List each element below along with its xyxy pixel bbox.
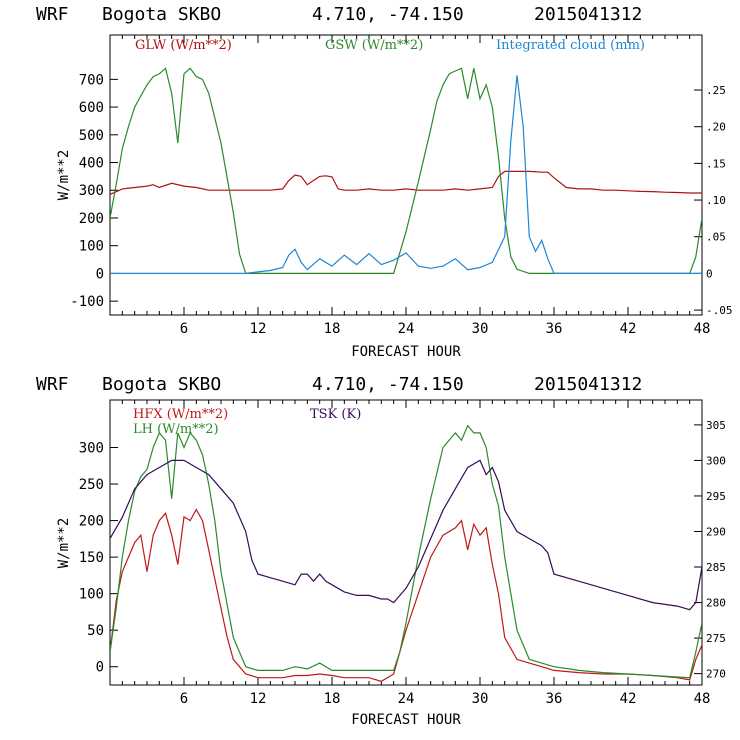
- x-tick-label: 48: [694, 321, 711, 337]
- y2-tick-label: .25: [706, 84, 726, 97]
- legend-entry: Integrated cloud (mm): [496, 38, 645, 53]
- bottom-run-label: 2015041312: [534, 374, 642, 395]
- y2-tick-label: .10: [706, 194, 726, 207]
- y-tick-label: 100: [79, 587, 104, 603]
- y2-tick-label: .15: [706, 157, 726, 170]
- y-tick-label: 200: [79, 514, 104, 530]
- x-tick-label: 24: [398, 691, 415, 707]
- series-line-2: [110, 459, 702, 611]
- y2-tick-label: 290: [706, 525, 726, 538]
- top-station-label: Bogota SKBO: [102, 4, 221, 25]
- x-tick-label: 48: [694, 691, 711, 707]
- y-tick-label: 200: [79, 211, 104, 227]
- y-tick-label: 100: [79, 239, 104, 255]
- y2-tick-label: 295: [706, 490, 726, 503]
- y2-tick-label: -.05: [706, 304, 733, 317]
- x-tick-label: 12: [250, 691, 267, 707]
- plot-frame: [109, 399, 703, 686]
- bottom-chart-panel: 6 12 18 24 30 36 42 48 0 50 100 150 200 250 300 270 275 2…: [56, 399, 726, 728]
- x-tick-label: 18: [324, 691, 341, 707]
- x-tick-label: 24: [398, 321, 415, 337]
- legend-entry: LH (W/m**2): [133, 422, 219, 437]
- series-line-0: [110, 508, 702, 682]
- y2-tick-label: 305: [706, 419, 726, 432]
- y2-tick-label: 300: [706, 454, 726, 467]
- y-tick-label: 500: [79, 128, 104, 144]
- legend-entry: HFX (W/m**2): [133, 407, 228, 422]
- y-tick-label: 250: [79, 477, 104, 493]
- legend-entry: GLW (W/m**2): [135, 38, 232, 53]
- y-tick-label: 400: [79, 156, 104, 172]
- y-tick-label: 150: [79, 550, 104, 566]
- y2-tick-label: 285: [706, 561, 726, 574]
- y2-tick-label: 270: [706, 668, 726, 681]
- series-line-1: [110, 67, 702, 274]
- y-tick-label: 300: [79, 441, 104, 457]
- legend-entry: GSW (W/m**2): [325, 38, 423, 53]
- x-tick-label: 42: [620, 321, 637, 337]
- y-tick-label: -100: [70, 294, 104, 310]
- x-tick-label: 6: [180, 321, 188, 337]
- top-chart-panel: 6 12 18 24 30 36 42 48 -100 0 100 200 300 400 500 600 70…: [56, 34, 733, 360]
- y-tick-label: 700: [79, 72, 104, 88]
- top-model-label: WRF: [36, 4, 69, 25]
- y2-tick-label: .20: [706, 121, 726, 134]
- x-axis-title: FORECAST HOUR: [351, 344, 461, 360]
- bottom-panel-header: WRF Bogota SKBO 4.710, -74.150 201504131…: [36, 374, 642, 395]
- x-tick-label: 30: [472, 691, 489, 707]
- top-coords-label: 4.710, -74.150: [312, 4, 464, 25]
- x-tick-label: 36: [546, 691, 563, 707]
- y-tick-label: 0: [96, 660, 104, 676]
- series-line-0: [110, 170, 702, 195]
- y-axis-title: W/m**2: [56, 150, 72, 201]
- x-tick-label: 12: [250, 321, 267, 337]
- x-tick-label: 6: [180, 691, 188, 707]
- top-panel-header: WRF Bogota SKBO 4.710, -74.150 201504131…: [36, 4, 642, 25]
- y2-tick-label: 0: [706, 267, 713, 280]
- x-tick-label: 36: [546, 321, 563, 337]
- y2-tick-label: 275: [706, 632, 726, 645]
- y-tick-label: 600: [79, 100, 104, 116]
- y-tick-label: 0: [96, 266, 104, 282]
- y-tick-label: 300: [79, 183, 104, 199]
- legend-entry: TSK (K): [310, 407, 361, 422]
- y2-tick-label: .05: [706, 231, 726, 244]
- y-axis-title: W/m**2: [56, 518, 72, 569]
- bottom-model-label: WRF: [36, 374, 69, 395]
- bottom-coords-label: 4.710, -74.150: [312, 374, 464, 395]
- y-tick-label: 50: [87, 623, 104, 639]
- bottom-station-label: Bogota SKBO: [102, 374, 221, 395]
- top-run-label: 2015041312: [534, 4, 642, 25]
- x-tick-label: 30: [472, 321, 489, 337]
- series-line-2: [110, 75, 702, 274]
- x-tick-label: 18: [324, 321, 341, 337]
- x-axis-title: FORECAST HOUR: [351, 712, 461, 728]
- y2-tick-label: 280: [706, 597, 726, 610]
- series-line-1: [110, 424, 702, 679]
- x-tick-label: 42: [620, 691, 637, 707]
